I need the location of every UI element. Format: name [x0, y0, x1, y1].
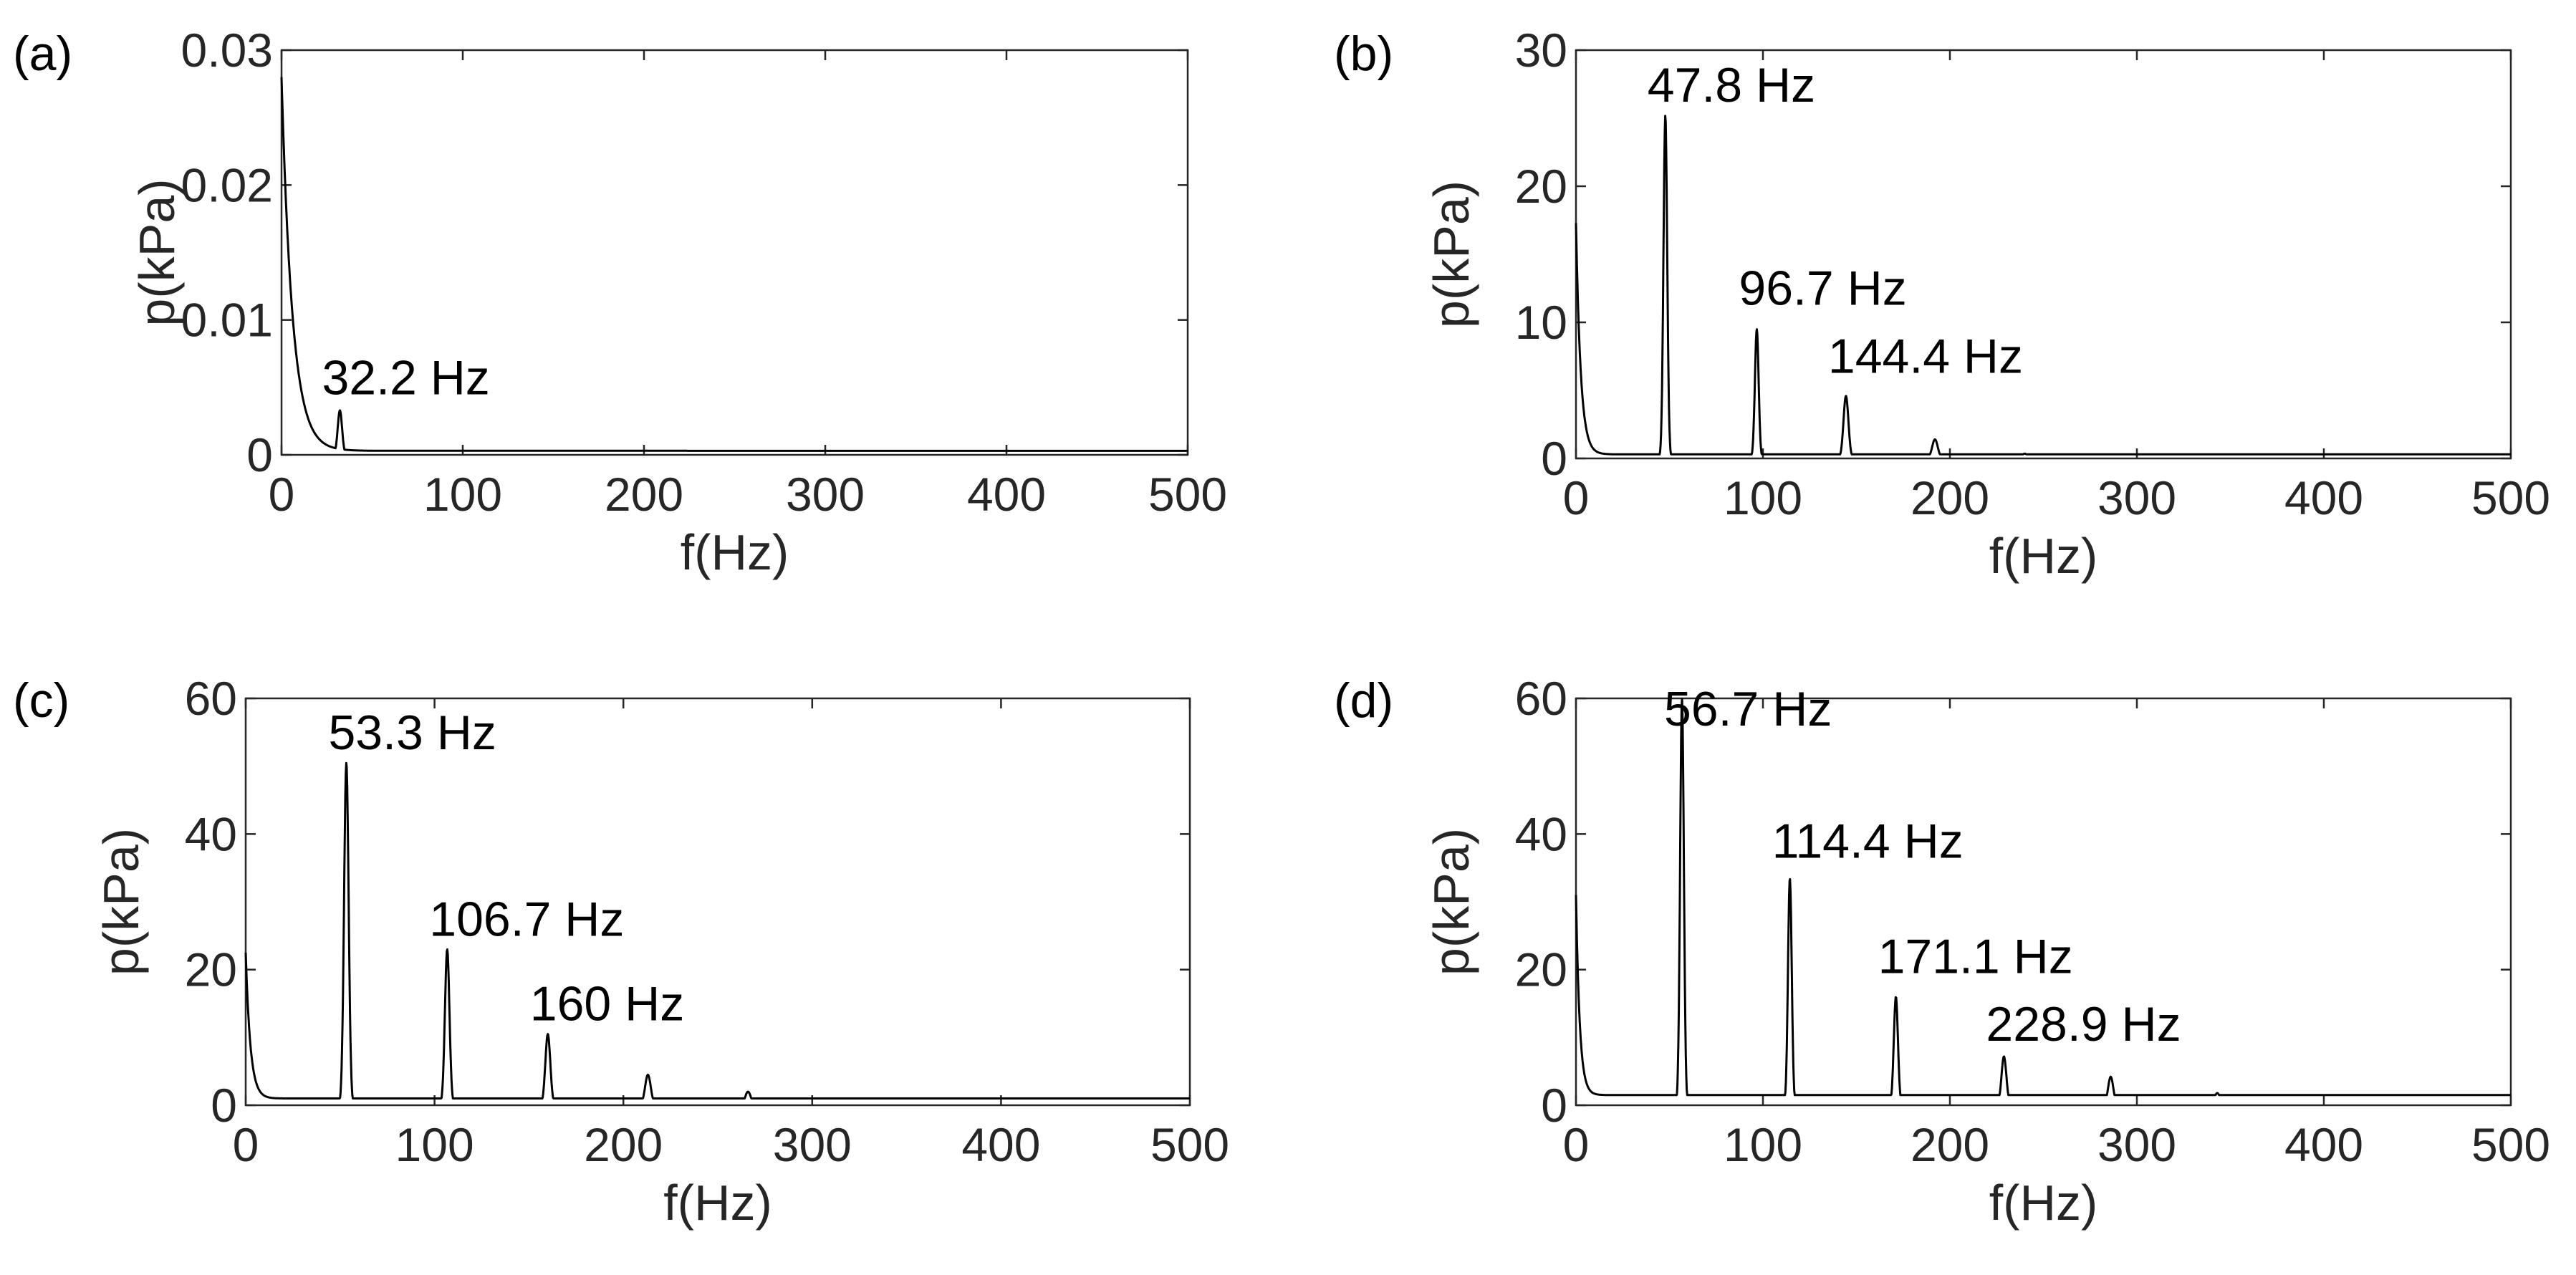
x-tick-label-d-3: 300 [2097, 1118, 2176, 1171]
panel-a: (a) 0 100 200 300 400 500 0 0.01 0.02 0.03 f(Hz) p(… [13, 24, 1227, 580]
x-tick-label-c-1: 100 [395, 1118, 474, 1171]
x-tick-label-d-2: 200 [1911, 1118, 1989, 1171]
peak-annotation-b-2: 144.4 Hz [1828, 329, 2023, 383]
plot-d: 0 100 200 300 400 500 0 20 40 60 f(Hz) p(kPa) 56.7 H… [1423, 672, 2550, 1231]
y-tick-label-d-3: 60 [1515, 672, 1567, 725]
x-tick-label-c-2: 200 [584, 1118, 663, 1171]
x-tick-label-a-1: 100 [423, 468, 502, 521]
y-tick-label-a-2: 0.02 [181, 158, 273, 211]
peak-annotation-d-1: 114.4 Hz [1772, 814, 1964, 868]
panel-c: (c) 0 100 200 300 400 500 0 20 40 60 f(Hz) p(kPa) 53… [13, 672, 1229, 1231]
plot-c: 0 100 200 300 400 500 0 20 40 60 f(Hz) p(kPa) 53.3 H… [93, 672, 1229, 1231]
x-tick-label-d-4: 400 [2284, 1118, 2363, 1171]
x-tick-label-a-5: 500 [1148, 468, 1227, 521]
x-tick-label-a-0: 0 [269, 468, 295, 521]
x-tick-label-c-0: 0 [233, 1118, 259, 1171]
x-tick-label-d-0: 0 [1563, 1118, 1590, 1171]
x-tick-label-c-5: 500 [1150, 1118, 1229, 1171]
y-tick-label-c-0: 0 [211, 1079, 237, 1132]
peak-annotation-d-3: 228.9 Hz [1986, 997, 2181, 1052]
spectrum-line-a [280, 77, 1188, 452]
y-tick-label-d-0: 0 [1541, 1079, 1567, 1132]
spectrum-line-d [1575, 698, 2512, 1097]
x-tick-label-a-4: 400 [967, 468, 1046, 521]
y-axis-label-d: p(kPa) [1423, 828, 1479, 976]
panel-b: (b) 0 100 200 300 400 500 0 10 20 30 f(Hz) p(kPa) 47… [1334, 24, 2550, 584]
x-tick-label-d-5: 500 [2471, 1118, 2550, 1171]
x-axis-label-c: f(Hz) [663, 1175, 772, 1231]
y-tick-label-d-2: 40 [1515, 807, 1567, 860]
y-tick-label-a-0: 0 [246, 428, 273, 481]
panel-label-b: (b) [1334, 27, 1393, 81]
y-axis-label-a: p(kPa) [129, 178, 185, 326]
x-tick-label-c-4: 400 [961, 1118, 1040, 1171]
y-tick-label-c-2: 40 [185, 807, 237, 860]
y-axis-label-c: p(kPa) [93, 828, 149, 976]
plot-b: 0 100 200 300 400 500 0 10 20 30 f(Hz) p(kPa) 47.8 H… [1423, 24, 2550, 584]
panel-d: (d) 0 100 200 300 400 500 0 20 40 60 f(Hz) p(kPa) 56… [1334, 672, 2550, 1231]
peak-annotation-c-1: 106.7 Hz [429, 892, 624, 946]
peak-annotation-b-0: 47.8 Hz [1648, 58, 1815, 112]
x-tick-label-d-1: 100 [1724, 1118, 1802, 1171]
x-axis-label-d: f(Hz) [1989, 1175, 2098, 1231]
x-tick-label-c-3: 300 [773, 1118, 852, 1171]
peak-annotation-d-0: 56.7 Hz [1664, 682, 1832, 736]
peak-annotation-c-2: 160 Hz [530, 977, 684, 1031]
plot-frame-a [280, 49, 1189, 456]
x-tick-label-b-0: 0 [1563, 471, 1590, 524]
y-tick-label-c-3: 60 [185, 672, 237, 725]
y-tick-label-a-1: 0.01 [181, 294, 273, 347]
spectrum-line-c [244, 761, 1191, 1100]
panel-label-d: (d) [1334, 673, 1393, 728]
y-tick-label-d-1: 20 [1515, 943, 1567, 996]
y-tick-label-b-3: 30 [1515, 24, 1567, 77]
peak-annotation-d-2: 171.1 Hz [1878, 929, 2073, 983]
x-tick-label-b-2: 200 [1911, 471, 1989, 524]
y-axis-label-b: p(kPa) [1423, 181, 1479, 328]
x-tick-label-b-5: 500 [2471, 471, 2550, 524]
plot-frame-c [244, 697, 1191, 1107]
x-axis-label-b: f(Hz) [1989, 528, 2098, 584]
y-tick-label-b-1: 10 [1515, 296, 1567, 349]
panel-label-a: (a) [13, 27, 72, 81]
y-tick-label-b-0: 0 [1541, 432, 1567, 485]
y-tick-label-a-3: 0.03 [181, 24, 273, 77]
y-tick-label-c-1: 20 [185, 943, 237, 996]
peak-annotation-c-0: 53.3 Hz [328, 706, 496, 760]
spectrum-line-b [1575, 115, 2512, 456]
panel-label-c: (c) [13, 673, 69, 728]
peak-annotation-b-1: 96.7 Hz [1739, 261, 1906, 315]
x-tick-label-b-3: 300 [2097, 471, 2176, 524]
x-tick-label-a-2: 200 [605, 468, 683, 521]
y-tick-label-b-2: 20 [1515, 160, 1567, 213]
x-tick-label-b-4: 400 [2284, 471, 2363, 524]
plot-a: 0 100 200 300 400 500 0 0.01 0.02 0.03 f(Hz) p(kPa)… [129, 24, 1227, 580]
x-tick-label-a-3: 300 [786, 468, 865, 521]
x-axis-label-a: f(Hz) [681, 524, 789, 580]
peak-annotation-a-0: 32.2 Hz [322, 350, 489, 405]
x-tick-label-b-1: 100 [1724, 471, 1802, 524]
